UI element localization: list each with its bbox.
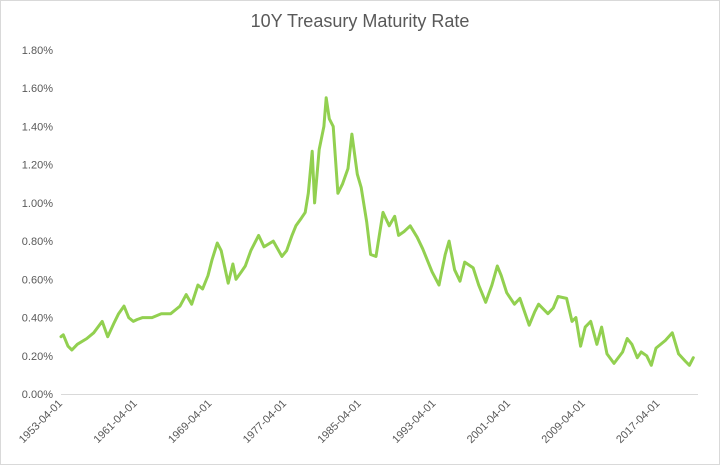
series-line [59,96,695,367]
chart-title: 10Y Treasury Maturity Rate [250,11,470,31]
y-tick-label: 0.40% [22,313,53,325]
x-tick-label: 1985-04-01 [316,398,364,446]
x-tick-label: 1953-04-01 [17,398,65,446]
y-tick-label: 0.60% [22,274,53,286]
x-tick-label: 1977-04-01 [241,398,289,446]
series-layer [59,96,695,367]
x-tick-label: 1993-04-01 [390,398,438,446]
x-tick-label: 2001-04-01 [465,398,513,446]
y-tick-label: 0.80% [22,236,53,248]
y-tick-label: 1.40% [22,121,53,133]
x-tick-label: 1969-04-01 [166,398,214,446]
x-tick-label: 2009-04-01 [540,398,588,446]
x-axis: 1953-04-01 1961-04-01 1969-04-01 1977-04-01… [17,394,698,446]
y-tick-label: 1.80% [22,45,53,57]
x-tick-label: 1961-04-01 [92,398,140,446]
x-tick-label: 2017-04-01 [614,398,662,446]
y-tick-label: 0.20% [22,351,53,363]
y-tick-label: 1.20% [22,160,53,172]
y-tick-label: 1.00% [22,198,53,210]
y-axis: 0.00% 0.20% 0.40% 0.60% 0.80% 1.00% 1.20% 1.40%… [22,45,53,401]
y-tick-label: 1.60% [22,83,53,95]
y-tick-label: 0.00% [22,389,53,401]
